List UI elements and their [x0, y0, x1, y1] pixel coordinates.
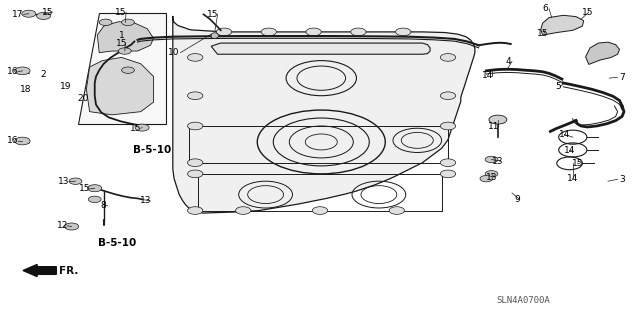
Polygon shape — [211, 33, 219, 39]
Text: 15: 15 — [42, 8, 54, 17]
Circle shape — [118, 48, 131, 54]
Text: 6: 6 — [543, 4, 548, 13]
Circle shape — [99, 19, 112, 26]
Circle shape — [261, 28, 276, 36]
Text: 15: 15 — [207, 10, 218, 19]
Text: 8: 8 — [101, 201, 106, 210]
Text: 9: 9 — [515, 195, 520, 204]
Circle shape — [440, 159, 456, 167]
Circle shape — [188, 122, 203, 130]
Circle shape — [188, 159, 203, 167]
Circle shape — [122, 67, 134, 73]
FancyArrow shape — [23, 264, 56, 277]
Circle shape — [306, 28, 321, 36]
Text: 14: 14 — [482, 71, 493, 80]
Text: 10: 10 — [168, 48, 180, 57]
Text: 11: 11 — [488, 122, 500, 130]
Circle shape — [489, 115, 507, 124]
Circle shape — [396, 28, 411, 36]
Text: 14: 14 — [564, 146, 575, 155]
Text: 20: 20 — [77, 94, 89, 103]
Text: 14: 14 — [559, 130, 570, 139]
Circle shape — [22, 10, 36, 17]
Text: 15: 15 — [130, 124, 141, 133]
Circle shape — [15, 137, 30, 145]
Text: 18: 18 — [20, 85, 31, 94]
Circle shape — [485, 156, 498, 163]
Circle shape — [440, 92, 456, 100]
Text: 15: 15 — [537, 29, 548, 38]
Circle shape — [440, 54, 456, 61]
Polygon shape — [586, 42, 620, 64]
Text: B-5-10: B-5-10 — [133, 145, 172, 155]
Circle shape — [440, 122, 456, 130]
Text: 15: 15 — [572, 159, 583, 168]
Text: FR.: FR. — [59, 266, 78, 276]
Text: 2: 2 — [41, 70, 46, 78]
Circle shape — [65, 223, 79, 230]
Circle shape — [188, 170, 203, 178]
Circle shape — [36, 12, 51, 19]
Circle shape — [122, 19, 134, 26]
Polygon shape — [78, 13, 166, 124]
Circle shape — [389, 207, 404, 214]
Text: 7: 7 — [620, 73, 625, 82]
Text: B-5-10: B-5-10 — [98, 238, 136, 248]
Circle shape — [312, 207, 328, 214]
Text: 17: 17 — [12, 10, 23, 19]
Circle shape — [15, 67, 30, 75]
Polygon shape — [541, 15, 584, 35]
Text: 15: 15 — [582, 8, 593, 17]
Circle shape — [69, 178, 82, 184]
Circle shape — [351, 28, 366, 36]
Text: 13: 13 — [486, 173, 497, 182]
Text: 16: 16 — [7, 67, 19, 76]
Circle shape — [480, 175, 493, 182]
Text: 15: 15 — [115, 8, 126, 17]
Circle shape — [188, 54, 203, 61]
Text: 4: 4 — [506, 57, 511, 66]
Circle shape — [188, 92, 203, 100]
Text: 14: 14 — [567, 174, 579, 182]
Text: 12: 12 — [57, 221, 68, 230]
Text: 15: 15 — [79, 184, 91, 193]
Text: 13: 13 — [58, 177, 70, 186]
Circle shape — [88, 196, 101, 203]
Polygon shape — [173, 16, 475, 213]
Circle shape — [88, 185, 102, 192]
Text: 13: 13 — [140, 197, 152, 205]
Text: 1: 1 — [119, 31, 124, 40]
Circle shape — [188, 207, 203, 214]
Text: 13: 13 — [492, 157, 504, 166]
Text: 3: 3 — [620, 175, 625, 184]
Text: SLN4A0700A: SLN4A0700A — [497, 296, 550, 305]
Polygon shape — [86, 57, 154, 115]
Circle shape — [236, 207, 251, 214]
Circle shape — [216, 28, 232, 36]
Circle shape — [485, 171, 498, 177]
Polygon shape — [97, 22, 154, 53]
Text: 19: 19 — [60, 82, 71, 91]
Text: 5: 5 — [556, 82, 561, 91]
Circle shape — [135, 124, 149, 131]
Circle shape — [440, 170, 456, 178]
Text: 15: 15 — [116, 39, 127, 48]
Polygon shape — [211, 43, 430, 54]
Text: 16: 16 — [7, 137, 19, 145]
